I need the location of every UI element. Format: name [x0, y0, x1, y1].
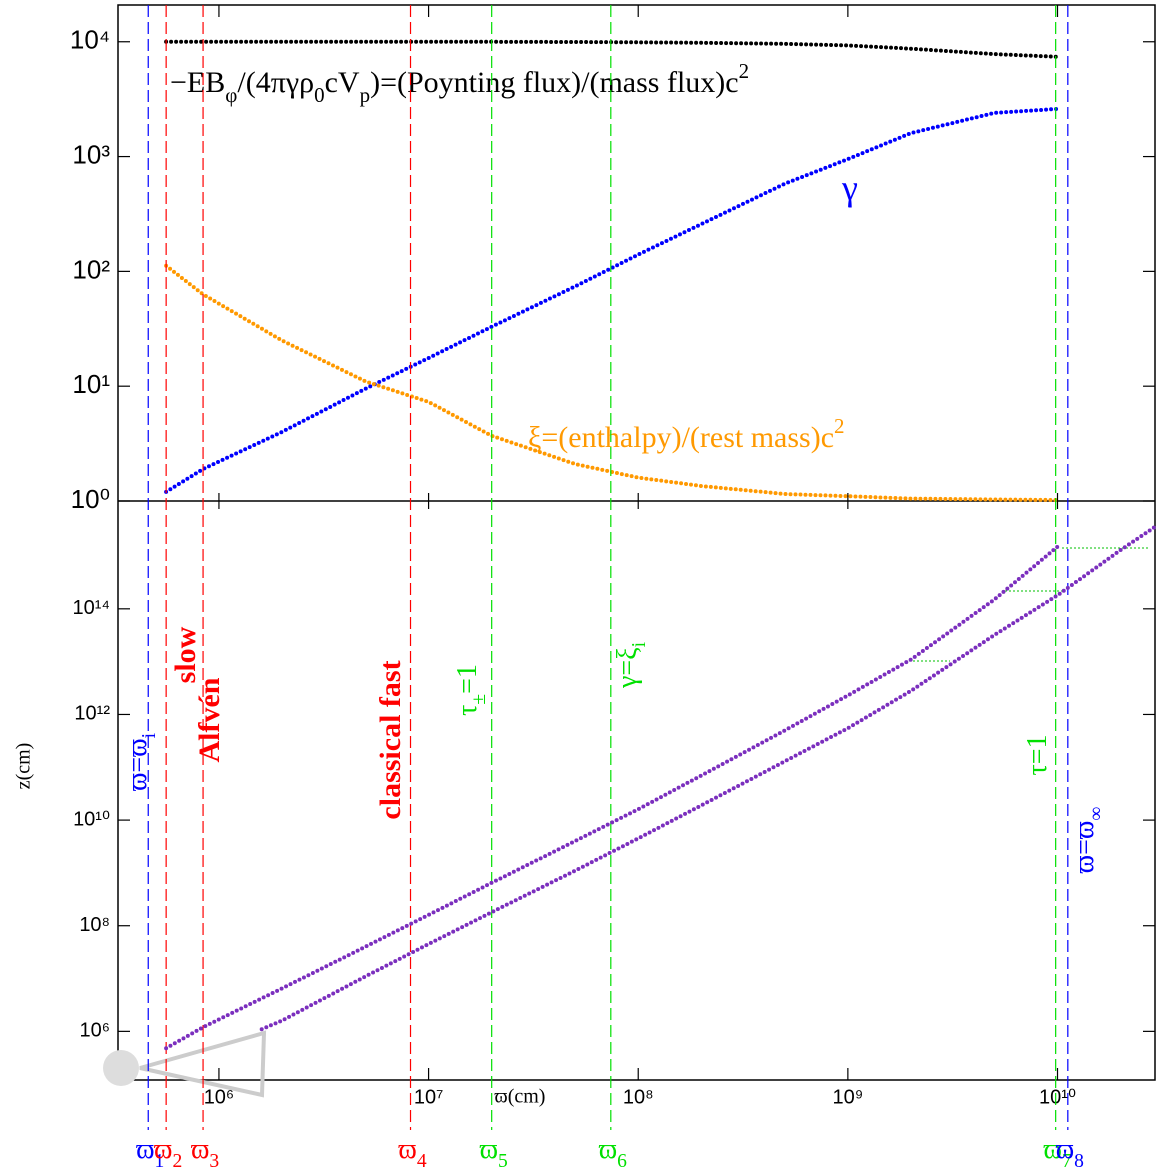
annotation: ϖ=ϖi: [122, 732, 160, 791]
marker-label: ϖ2: [154, 1134, 182, 1171]
text-part: γ: [841, 168, 858, 208]
text-part: ϖ: [480, 1134, 498, 1165]
text-part: i: [629, 641, 650, 647]
text-part: cV: [325, 66, 360, 99]
annotation: τ±=1: [452, 664, 490, 716]
annotation: ξ=(enthalpy)/(rest mass)c2: [528, 414, 845, 454]
text-part: ϖ: [398, 1134, 416, 1165]
text-part: )=(Poynting flux)/(mass flux)c: [370, 66, 739, 99]
text-part: ±: [469, 694, 490, 705]
annotation: γ=ξi: [612, 641, 650, 689]
text-part: 1: [155, 1151, 165, 1171]
disk-wedge: [139, 1030, 267, 1098]
text-part: 2: [172, 1151, 182, 1171]
y-tick-label: 10¹⁰: [73, 808, 110, 830]
y-tick-label: 10¹: [72, 369, 110, 399]
y-tick-label: 10⁴: [70, 25, 110, 55]
text-part: ϖ: [599, 1134, 617, 1165]
text-part: 0: [314, 83, 325, 107]
text-part: γ=ξ: [612, 647, 643, 689]
annotation: classical fast: [374, 660, 407, 819]
annotation: γ: [841, 168, 858, 208]
annotation: τ=1: [1022, 734, 1053, 775]
text-part: ϖ: [1056, 1134, 1074, 1165]
y-tick-label: 10³: [72, 139, 110, 169]
frame: [117, 4, 1156, 1081]
text-part: =1: [452, 664, 483, 694]
text-part: φ: [225, 83, 237, 107]
text-part: 7: [1062, 1151, 1072, 1171]
annotation: ϖ=ϖ∞: [1069, 807, 1107, 874]
y-tick-label: 10¹⁴: [73, 597, 111, 619]
text-part: i: [139, 732, 160, 738]
annotation: Alfvén: [193, 677, 226, 762]
x-tick-label: 10⁷: [414, 1086, 443, 1108]
text-part: τ=1: [1022, 734, 1053, 775]
marker-label: ϖ6: [599, 1134, 627, 1171]
text-part: slow: [169, 626, 202, 683]
marker-label: ϖ3: [191, 1134, 219, 1171]
y-tick-label: 10²: [72, 254, 110, 284]
y-tick-label: 10⁶: [80, 1020, 110, 1042]
text-part: 2: [739, 59, 750, 83]
field-connectors: [905, 547, 1150, 662]
series-line: [164, 106, 1060, 494]
series-line: [259, 525, 1156, 1032]
text-part: 4: [417, 1151, 427, 1171]
text-part: −EB: [170, 66, 225, 99]
text-part: ϖ: [1044, 1134, 1062, 1165]
y-tick-label: 10⁰: [71, 484, 110, 514]
annotation: slow: [169, 626, 202, 683]
x-tick-label: 10⁹: [832, 1086, 863, 1108]
marker-label: ϖ7: [1044, 1134, 1072, 1171]
text-part: 5: [498, 1151, 508, 1171]
text-part: 8: [1074, 1151, 1084, 1171]
marker-label: ϖ4: [398, 1134, 426, 1171]
annotation: −EBφ/(4πγρ0cVp)=(Poynting flux)/(mass fl…: [170, 59, 749, 107]
marker-label: ϖ8: [1056, 1134, 1084, 1171]
text-part: ∞: [1086, 807, 1107, 821]
text-part: ϖ: [154, 1134, 172, 1165]
series-line: [164, 263, 1060, 502]
marker-label: ϖ1: [136, 1134, 164, 1171]
y-tick-label: 10¹²: [74, 703, 110, 725]
x-axis-label: ϖ(cm): [495, 1086, 546, 1108]
series-line: [164, 39, 1060, 59]
text-part: ϖ=ϖ: [122, 738, 153, 791]
star-sketch: [103, 1030, 267, 1098]
x-tick-label: 10⁶: [204, 1086, 234, 1108]
text-part: ξ=(enthalpy)/(rest mass)c: [528, 421, 834, 454]
text-part: p: [360, 83, 371, 107]
star: [103, 1050, 139, 1086]
text-part: 2: [834, 414, 845, 438]
text-part: 6: [617, 1151, 627, 1171]
text-part: ϖ: [191, 1134, 209, 1165]
y-axis-label: z(cm): [13, 743, 35, 790]
text-part: 3: [209, 1151, 219, 1171]
text-part: ϖ=ϖ: [1069, 821, 1100, 874]
marker-label: ϖ5: [480, 1134, 508, 1171]
text-part: /(4πγρ: [237, 66, 314, 99]
x-tick-label: 10¹⁰: [1039, 1086, 1076, 1108]
text-part: Alfvén: [193, 677, 226, 762]
text-part: classical fast: [374, 660, 407, 819]
series-line: [164, 544, 1060, 1051]
y-tick-label: 10⁸: [79, 914, 110, 936]
text-part: τ: [452, 705, 483, 716]
x-tick-label: 10⁸: [623, 1086, 654, 1108]
text-part: ϖ: [136, 1134, 154, 1165]
